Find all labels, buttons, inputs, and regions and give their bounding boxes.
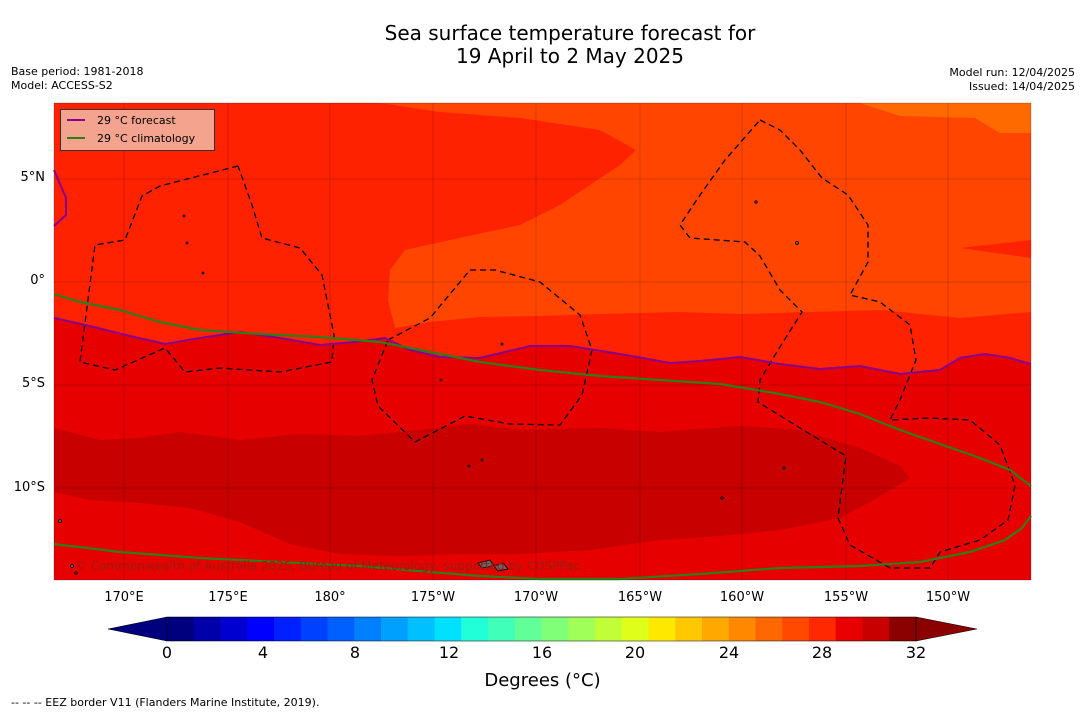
- lon-label-170e: 170°E: [104, 590, 144, 605]
- forecast-29c-contour: [53, 317, 1032, 376]
- colorbar-swatch: [488, 617, 516, 641]
- colorbar-swatch: [568, 617, 596, 641]
- colorbar-tick-20: 20: [624, 643, 646, 662]
- colorbar-swatch: [193, 617, 221, 641]
- sst-band-27-28: [380, 103, 1031, 328]
- sst-band-30-31: [54, 424, 910, 556]
- lon-label-165w: 165°W: [617, 590, 663, 605]
- title-line-2: 19 April to 2 May 2025: [456, 44, 684, 68]
- colorbar-swatch: [327, 617, 355, 641]
- colorbar-swatch: [541, 617, 569, 641]
- forecast-29c-contour-patch: [53, 169, 67, 227]
- legend-climatology-label: 29 °C climatology: [97, 132, 196, 145]
- lon-label-175e: 175°E: [208, 590, 248, 605]
- sst-field: [54, 103, 1031, 580]
- lat-label-5n: 5°N: [20, 170, 46, 185]
- colorbar-swatch: [889, 617, 917, 641]
- colorbar-swatch: [300, 617, 328, 641]
- climatology-29c-contour-south: [53, 515, 1032, 581]
- climatology-swatch: [67, 137, 85, 139]
- legend-forecast: 29 °C forecast: [67, 113, 176, 129]
- forecast-swatch: [67, 119, 85, 121]
- colorbar-swatch: [782, 617, 810, 641]
- lon-label-180: 180°: [314, 590, 346, 605]
- lon-label-160w: 160°W: [719, 590, 765, 605]
- lon-label-175w: 175°W: [410, 590, 456, 605]
- colorbar-swatch: [728, 617, 756, 641]
- land-islands: [58, 200, 799, 575]
- colorbar-swatch: [407, 617, 435, 641]
- map-title: Sea surface temperature forecast for 19 …: [0, 22, 1085, 68]
- colorbar-swatch: [621, 617, 649, 641]
- lat-label-10s: 10°S: [13, 480, 45, 495]
- colorbar-tick-0: 0: [161, 643, 173, 662]
- sst-band-28-29-patch: [54, 170, 66, 226]
- legend-climatology: 29 °C climatology: [67, 131, 195, 147]
- lat-label-5s: 5°S: [21, 376, 45, 391]
- colorbar-swatch: [354, 617, 382, 641]
- sst-band-26-27: [860, 103, 1031, 133]
- colorbar-swatch: [862, 617, 890, 641]
- colorbar-under-arrow: [107, 616, 168, 642]
- colorbar-swatch: [167, 617, 195, 641]
- colorbar-swatch: [809, 617, 837, 641]
- colorbar-swatch: [675, 617, 703, 641]
- base-info: Base period: 1981-2018 Model: ACCESS-S2: [11, 65, 143, 93]
- issued-date: Issued: 14/04/2025: [968, 80, 1075, 93]
- lon-label-150w: 150°W: [925, 590, 971, 605]
- map-legend: 29 °C forecast 29 °C climatology: [60, 109, 215, 151]
- copyright-notice: © Commonwealth of Australia 2025, Bureau…: [75, 559, 581, 573]
- title-line-1: Sea surface temperature forecast for: [384, 21, 756, 45]
- graticule: [54, 103, 1031, 580]
- legend-forecast-label: 29 °C forecast: [97, 114, 176, 127]
- colorbar-tick-16: 16: [531, 643, 553, 662]
- colorbar-tick-24: 24: [718, 643, 740, 662]
- colorbar-swatch: [220, 617, 248, 641]
- colorbar-swatch: [247, 617, 275, 641]
- climatology-29c-contour: [53, 292, 1032, 487]
- colorbar-swatch: [274, 617, 302, 641]
- colorbar-tick-32: 32: [905, 643, 927, 662]
- colorbar-swatch: [702, 617, 730, 641]
- colorbar-swatch: [595, 617, 623, 641]
- colorbar-swatch: [381, 617, 409, 641]
- colorbar-swatch: [514, 617, 542, 641]
- run-info: Model run: 12/04/2025 Issued: 14/04/2025: [949, 66, 1075, 94]
- colorbar-swatch: [648, 617, 676, 641]
- eez-footnote: -- -- -- EEZ border V11 (Flanders Marine…: [11, 696, 320, 709]
- colorbar-label: Degrees (°C): [484, 670, 601, 691]
- model-run: Model run: 12/04/2025: [949, 66, 1075, 79]
- base-period: Base period: 1981-2018: [11, 65, 144, 78]
- colorbar-tick-12: 12: [438, 643, 460, 662]
- eez-borders: [79, 119, 1016, 569]
- colorbar-swatch: [835, 617, 863, 641]
- colorbar-tick-4: 4: [257, 643, 269, 662]
- colorbar-swatch: [755, 617, 783, 641]
- colorbar-swatch: [461, 617, 489, 641]
- colorbar-over-arrow: [915, 616, 978, 642]
- colorbar-tick-8: 8: [349, 643, 361, 662]
- colorbar-swatch: [434, 617, 462, 641]
- lon-label-155w: 155°W: [823, 590, 869, 605]
- colorbar: [107, 616, 978, 642]
- lat-label-0: 0°: [30, 273, 45, 288]
- lon-label-170w: 170°W: [513, 590, 559, 605]
- model-name: Model: ACCESS-S2: [11, 79, 113, 92]
- colorbar-frame: [166, 616, 917, 642]
- colorbar-tick-28: 28: [811, 643, 833, 662]
